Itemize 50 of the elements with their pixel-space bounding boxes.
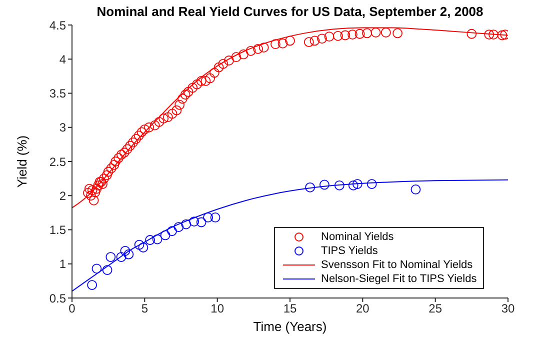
x-tick-label: 25 <box>428 302 442 316</box>
x-tick-label: 0 <box>68 302 76 316</box>
x-tick-label: 5 <box>141 302 148 316</box>
point <box>334 180 344 190</box>
point <box>160 230 170 240</box>
point <box>106 252 116 262</box>
point <box>352 179 362 189</box>
y-tick-label: 1.5 <box>49 223 66 238</box>
y-tick-label: 4.5 <box>49 18 66 32</box>
chart-title: Nominal and Real Yield Curves for US Data, September 2, 2008 <box>96 4 484 19</box>
point <box>92 264 102 274</box>
legend-label: Svensson Fit to Nominal Yields <box>321 258 473 272</box>
legend-label: TIPS Yields <box>321 244 378 258</box>
y-tick-label: 2 <box>59 188 66 203</box>
point <box>87 280 98 290</box>
point <box>152 234 162 244</box>
y-tick-label: 0.5 <box>49 291 66 306</box>
y-tick-label: 1 <box>59 257 66 272</box>
point <box>305 182 316 192</box>
point <box>410 184 421 194</box>
point <box>167 226 177 236</box>
x-tick-label: 10 <box>210 302 224 316</box>
point <box>203 212 213 222</box>
x-tick-label: 20 <box>356 302 370 316</box>
point <box>102 265 112 275</box>
y-tick-label: 3 <box>59 120 66 135</box>
y-tick-label: 2.5 <box>49 154 66 169</box>
line-series <box>72 179 508 292</box>
point <box>124 249 134 260</box>
point <box>210 212 220 222</box>
point <box>189 216 200 227</box>
x-axis-title: Time (Years) <box>253 319 327 334</box>
y-axis-title: Yield (%) <box>14 135 30 188</box>
point <box>134 240 144 250</box>
point <box>174 222 184 232</box>
point <box>120 246 130 256</box>
point <box>319 180 330 190</box>
x-tick-label: 30 <box>501 302 515 316</box>
point <box>181 219 192 230</box>
point <box>145 235 155 245</box>
legend-label: Nelson-Siegel Fit to TIPS Yields <box>321 272 477 286</box>
y-tick-label: 4 <box>59 52 66 66</box>
x-tick-label: 15 <box>283 302 297 316</box>
point <box>138 242 148 252</box>
point <box>116 252 126 262</box>
point <box>366 179 377 189</box>
y-tick-label: 3.5 <box>49 86 66 101</box>
legend-label: Nominal Yields <box>321 230 394 244</box>
point <box>348 180 358 190</box>
point <box>196 217 206 228</box>
